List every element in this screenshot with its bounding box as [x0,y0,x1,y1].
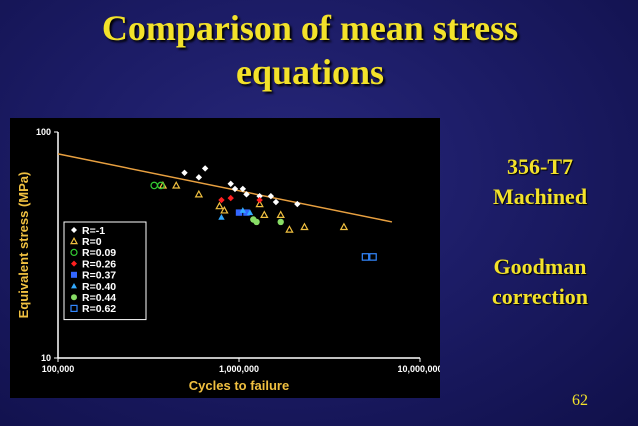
data-point-r-1 [231,185,239,193]
correction-label: Goodman correction [460,252,620,312]
legend-marker-r-0-62 [70,304,78,312]
data-point-r-0 [172,181,181,189]
data-point-r-0-44 [253,218,260,226]
goodman-trend-line [57,153,393,223]
title-line-2: equations [235,52,385,92]
data-point-r-1 [201,165,209,172]
correction-line-1: Goodman [493,254,587,279]
data-point-r-0 [300,222,309,231]
data-point-r-1 [181,169,188,176]
legend-label-r-0-37: R=0.37 [82,270,116,282]
data-point-r-1 [227,180,234,187]
data-point-r-0 [220,205,229,214]
material-line-2: Machined [492,184,588,209]
data-point-r-0 [260,210,269,218]
data-point-r-0-26 [227,194,234,202]
data-point-r-0 [285,225,294,233]
data-point-r-0-09 [157,181,165,190]
correction-line-2: correction [491,284,589,309]
legend-label-r-0-62: R=0.62 [82,303,116,315]
data-point-r-0-44 [277,218,284,226]
stress-life-chart: 100,000 1,000,000 10,000,000 100 10 Cycles to… [10,118,440,398]
x-tick-label: 100,000 [42,364,75,374]
legend-box [63,221,147,321]
slide-title: Comparison of mean stress equations [30,6,590,94]
data-point-r-0-40 [218,213,225,220]
legend-marker-r-0-44 [71,294,77,301]
legend-marker-r-0-26 [71,260,77,267]
legend-label-r-0-26: R=0.26 [82,258,116,270]
x-tick-label: 10,000,000 [397,364,440,374]
material-line-1: 356-T7 [507,154,573,179]
data-point-r-0 [255,199,264,208]
legend-marker-r-1 [71,227,77,233]
legend-label-r-0: R=0 [82,236,102,248]
legend-label-r-0-09: R=0.09 [82,247,116,259]
data-point-r-0-40 [246,209,254,216]
data-point-r-0 [339,222,349,231]
data-point-r-0-40 [239,207,247,213]
title-line-1: Comparison of mean stress [101,8,519,48]
legend-label-r-1: R=-1 [82,225,105,237]
page-number: 62 [572,392,588,409]
y-tick-label: 10 [41,353,51,363]
data-point-r-1 [267,192,275,200]
data-point-r-1 [243,191,250,198]
x-axis-title: Cycles to failure [189,378,289,393]
data-point-r-1 [239,185,247,193]
legend-label-r-0-40: R=0.40 [82,281,116,293]
legend-marker-r-0-09 [70,248,78,256]
y-tick-label: 100 [36,127,51,137]
data-point-r-0-62 [361,253,370,261]
data-point-r-0-37 [235,209,243,216]
legend-marker-r-0-37 [71,271,77,278]
data-point-r-0 [276,210,285,218]
legend-marker-r-0 [69,236,79,245]
data-point-r-0-26 [218,196,225,204]
material-label: 356-T7 Machined [460,152,620,212]
data-point-r-1 [256,192,263,200]
legend-label-r-0-44: R=0.44 [82,292,116,304]
data-point-r-0 [215,201,224,210]
data-point-r-1 [195,174,203,181]
data-point-r-0 [194,189,204,198]
x-tick-label: 1,000,000 [219,364,259,374]
data-point-r-0-62 [369,253,377,261]
y-axis-title: Equivalent stress (MPa) [16,172,31,319]
data-point-r-1 [294,200,301,208]
data-point-r-0-37 [243,209,250,216]
legend-marker-r-0-40 [71,283,77,289]
